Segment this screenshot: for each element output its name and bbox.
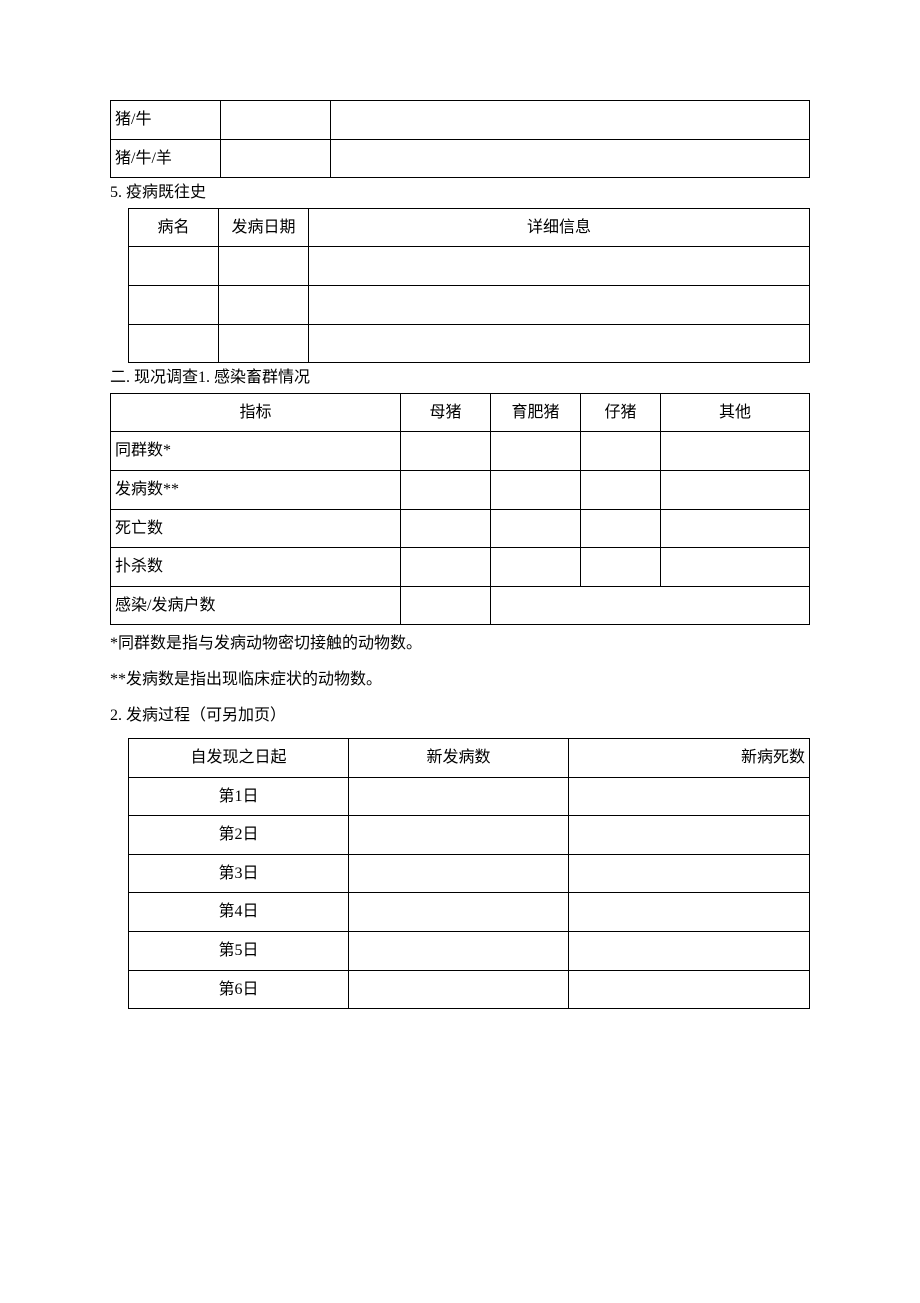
- infection-status-table: 指标 母猪 育肥猪 仔猪 其他 同群数* 发病数** 死亡数 扑杀数 感染/发病…: [110, 393, 810, 626]
- note-1: *同群数是指与发病动物密切接触的动物数。: [110, 631, 810, 657]
- table-header-row: 病名 发病日期 详细信息: [129, 208, 810, 247]
- empty-cell: [221, 101, 331, 140]
- row-label: 感染/发病户数: [111, 586, 401, 625]
- header-cell: 母猪: [401, 393, 491, 432]
- day-cell: 第2日: [129, 816, 349, 855]
- empty-cell: [581, 509, 661, 548]
- header-cell: 病名: [129, 208, 219, 247]
- note-2: **发病数是指出现临床症状的动物数。: [110, 667, 810, 693]
- empty-cell: [129, 247, 219, 286]
- empty-cell: [491, 548, 581, 587]
- table-row: 猪/牛: [111, 101, 810, 140]
- empty-cell: [401, 509, 491, 548]
- table-row: [129, 285, 810, 324]
- empty-cell: [349, 854, 569, 893]
- header-cell: 新发病数: [349, 739, 569, 778]
- species-cell: 猪/牛: [111, 101, 221, 140]
- empty-cell: [491, 470, 581, 509]
- empty-cell: [581, 470, 661, 509]
- day-cell: 第4日: [129, 893, 349, 932]
- row-label: 同群数*: [111, 432, 401, 471]
- empty-cell: [581, 432, 661, 471]
- header-cell: 仔猪: [581, 393, 661, 432]
- day-cell: 第5日: [129, 932, 349, 971]
- species-cell: 猪/牛/羊: [111, 139, 221, 178]
- disease-progress-table: 自发现之日起 新发病数 新病死数 第1日 第2日 第3日 第4日 第5日 第6日: [128, 738, 810, 1009]
- empty-cell: [309, 285, 810, 324]
- empty-cell: [569, 932, 810, 971]
- day-cell: 第6日: [129, 970, 349, 1009]
- empty-cell: [491, 586, 810, 625]
- empty-cell: [401, 586, 491, 625]
- empty-cell: [349, 816, 569, 855]
- empty-cell: [219, 247, 309, 286]
- table-row: 扑杀数: [111, 548, 810, 587]
- empty-cell: [349, 970, 569, 1009]
- row-label: 死亡数: [111, 509, 401, 548]
- empty-cell: [491, 509, 581, 548]
- section-2-1-title: 二. 现况调查1. 感染畜群情况: [110, 365, 810, 391]
- empty-cell: [569, 893, 810, 932]
- empty-cell: [569, 970, 810, 1009]
- empty-cell: [331, 101, 810, 140]
- empty-cell: [401, 548, 491, 587]
- table-row: 第4日: [129, 893, 810, 932]
- table-row: 发病数**: [111, 470, 810, 509]
- empty-cell: [309, 247, 810, 286]
- empty-cell: [309, 324, 810, 363]
- table-row: 猪/牛/羊: [111, 139, 810, 178]
- empty-cell: [569, 854, 810, 893]
- empty-cell: [129, 285, 219, 324]
- table-row: 第2日: [129, 816, 810, 855]
- header-cell: 育肥猪: [491, 393, 581, 432]
- table-header-row: 指标 母猪 育肥猪 仔猪 其他: [111, 393, 810, 432]
- empty-cell: [221, 139, 331, 178]
- empty-cell: [491, 432, 581, 471]
- day-cell: 第3日: [129, 854, 349, 893]
- table-row: 感染/发病户数: [111, 586, 810, 625]
- empty-cell: [401, 470, 491, 509]
- row-label: 发病数**: [111, 470, 401, 509]
- table-row: 第3日: [129, 854, 810, 893]
- table-header-row: 自发现之日起 新发病数 新病死数: [129, 739, 810, 778]
- table-row: [129, 247, 810, 286]
- table-row: 第6日: [129, 970, 810, 1009]
- indicator-header: 指标: [111, 393, 401, 432]
- table-row: 死亡数: [111, 509, 810, 548]
- empty-cell: [331, 139, 810, 178]
- empty-cell: [661, 548, 810, 587]
- section-5-title: 5. 疫病既往史: [110, 180, 810, 206]
- empty-cell: [219, 324, 309, 363]
- header-cell: 其他: [661, 393, 810, 432]
- empty-cell: [401, 432, 491, 471]
- section-2-2-title: 2. 发病过程（可另加页）: [110, 703, 810, 729]
- empty-cell: [349, 893, 569, 932]
- disease-history-table: 病名 发病日期 详细信息: [128, 208, 810, 363]
- empty-cell: [661, 470, 810, 509]
- empty-cell: [129, 324, 219, 363]
- header-cell: 新病死数: [569, 739, 810, 778]
- empty-cell: [569, 777, 810, 816]
- header-cell: 详细信息: [309, 208, 810, 247]
- table-row: [129, 324, 810, 363]
- table-row: 第1日: [129, 777, 810, 816]
- table-row: 第5日: [129, 932, 810, 971]
- species-table: 猪/牛 猪/牛/羊: [110, 100, 810, 178]
- empty-cell: [349, 777, 569, 816]
- empty-cell: [349, 932, 569, 971]
- row-label: 扑杀数: [111, 548, 401, 587]
- empty-cell: [569, 816, 810, 855]
- header-cell: 自发现之日起: [129, 739, 349, 778]
- header-cell: 发病日期: [219, 208, 309, 247]
- empty-cell: [581, 548, 661, 587]
- table-row: 同群数*: [111, 432, 810, 471]
- day-cell: 第1日: [129, 777, 349, 816]
- empty-cell: [661, 432, 810, 471]
- empty-cell: [219, 285, 309, 324]
- empty-cell: [661, 509, 810, 548]
